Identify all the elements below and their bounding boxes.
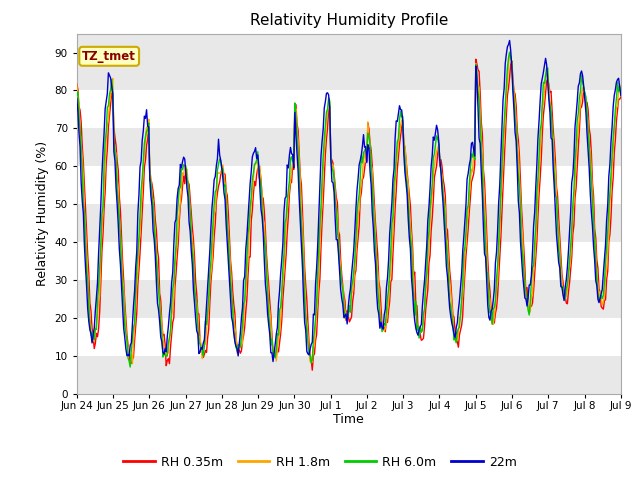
Bar xyxy=(77,280,621,318)
Legend: RH 0.35m, RH 1.8m, RH 6.0m, 22m: RH 0.35m, RH 1.8m, RH 6.0m, 22m xyxy=(118,451,522,474)
Title: Relativity Humidity Profile: Relativity Humidity Profile xyxy=(250,13,448,28)
Bar xyxy=(77,52,621,90)
Y-axis label: Relativity Humidity (%): Relativity Humidity (%) xyxy=(36,141,49,286)
Text: TZ_tmet: TZ_tmet xyxy=(82,50,136,63)
Bar xyxy=(77,90,621,128)
Bar xyxy=(77,204,621,242)
Bar xyxy=(77,166,621,204)
Bar xyxy=(77,318,621,356)
Bar xyxy=(77,34,621,52)
Bar xyxy=(77,128,621,166)
X-axis label: Time: Time xyxy=(333,413,364,426)
Bar xyxy=(77,242,621,280)
Bar xyxy=(77,356,621,394)
